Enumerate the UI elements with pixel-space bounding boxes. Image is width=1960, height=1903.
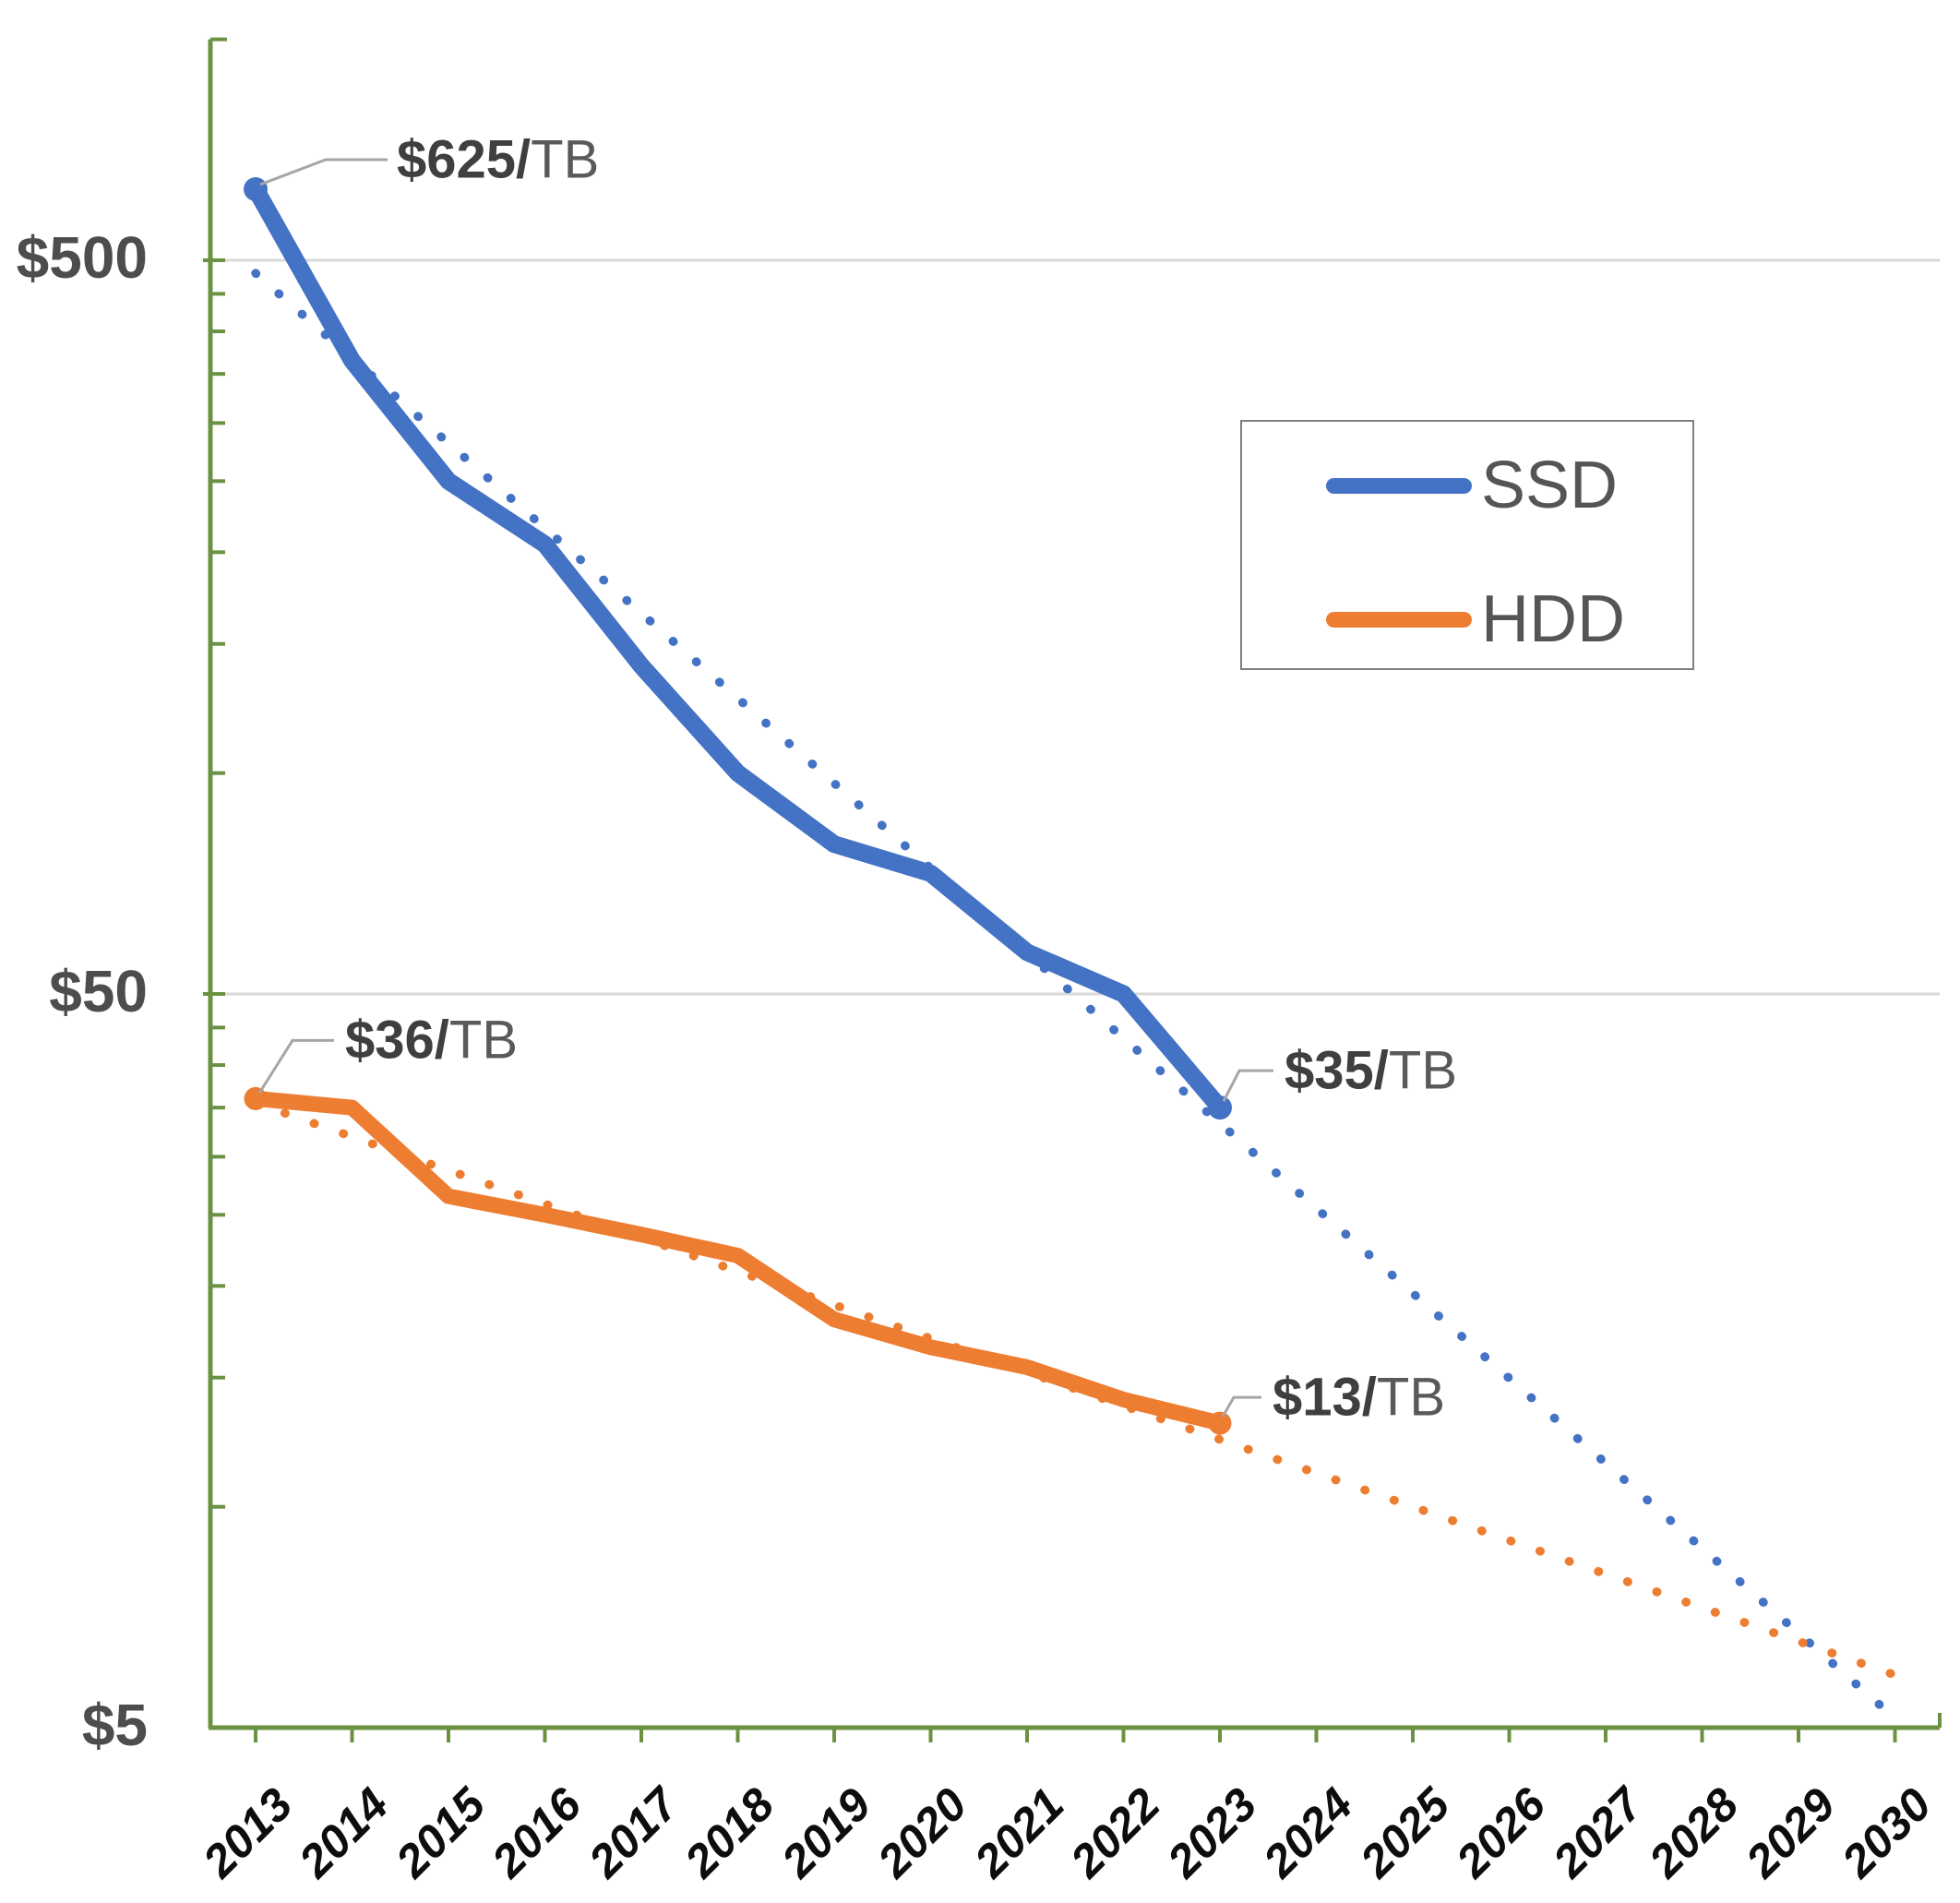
hdd-line-swatch-icon	[1326, 611, 1472, 628]
ssd-end-point	[1208, 1095, 1232, 1120]
annotation-ssd-start-value: $625/	[397, 129, 532, 190]
annotation-ssd-end: $35/TB	[1285, 1040, 1457, 1102]
y-axis-label-500: $500	[16, 224, 148, 292]
leader-hdd-start	[257, 1038, 334, 1095]
legend-item-ssd: SSD	[1326, 452, 1618, 519]
leader-ssd-end	[1222, 1069, 1273, 1102]
leader-ssd-start	[259, 158, 388, 186]
hdd-start-point	[244, 1086, 268, 1110]
legend-item-hdd: HDD	[1326, 586, 1625, 652]
ssd-line	[246, 180, 1229, 1117]
annotation-hdd-start-value: $36/	[345, 1010, 449, 1071]
annotation-ssd-end-value: $35/	[1285, 1040, 1389, 1101]
legend-label-ssd: SSD	[1481, 449, 1619, 522]
annotation-hdd-end-value: $13/	[1273, 1367, 1377, 1428]
annotation-ssd-start: $625/TB	[397, 128, 599, 190]
annotation-hdd-end: $13/TB	[1273, 1367, 1445, 1429]
annotation-ssd-start-unit: TB	[531, 129, 600, 190]
hdd-end-point	[1208, 1411, 1232, 1435]
y-axis-label-5: $5	[81, 1692, 148, 1759]
y-axis-label-50: $50	[49, 958, 148, 1025]
annotation-ssd-end-unit: TB	[1388, 1040, 1458, 1101]
annotation-hdd-start-unit: TB	[448, 1010, 519, 1071]
legend-label-hdd: HDD	[1481, 582, 1625, 656]
ssd-start-point	[244, 176, 268, 201]
legend: SSD HDD	[1240, 420, 1694, 670]
ssd-line-swatch-icon	[1326, 477, 1472, 494]
hdd-line	[247, 1090, 1228, 1431]
ssd-trend-line	[251, 269, 1900, 1723]
leader-hdd-end	[1221, 1395, 1261, 1418]
annotation-hdd-start: $36/TB	[345, 1010, 518, 1071]
annotation-hdd-end-unit: TB	[1376, 1367, 1446, 1428]
